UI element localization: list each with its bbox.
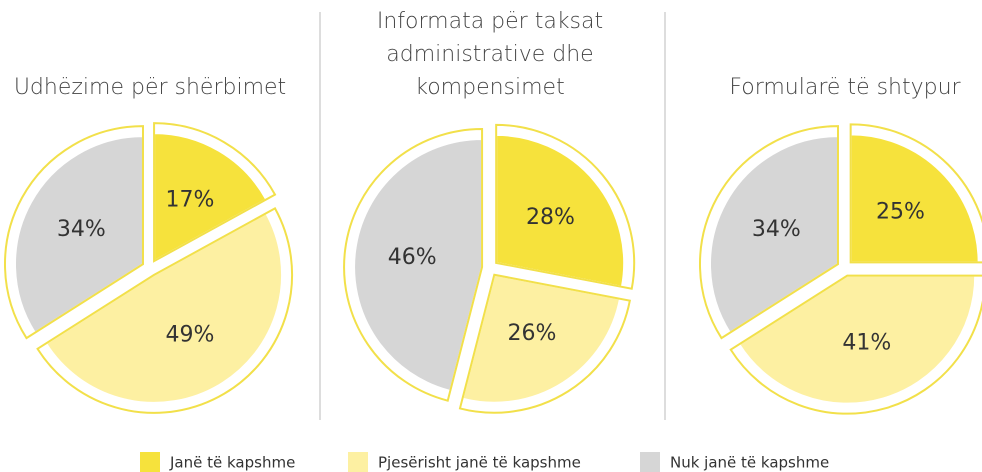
data-label: 34% bbox=[752, 217, 801, 242]
data-label: 41% bbox=[842, 330, 891, 355]
data-label: 25% bbox=[876, 200, 925, 225]
slice-outline bbox=[153, 122, 277, 263]
chart-title: Formularë të shtypur bbox=[729, 75, 961, 100]
chart-title: Udhëzime për shërbimet bbox=[14, 75, 286, 100]
slice-outline bbox=[495, 123, 636, 290]
legend-swatch bbox=[140, 452, 160, 472]
slice-outline bbox=[343, 127, 484, 402]
data-label: 34% bbox=[57, 217, 106, 242]
legend-label: Pjesërisht janë të kapshme bbox=[378, 454, 581, 472]
slice-outline bbox=[458, 273, 632, 414]
legend-swatch bbox=[640, 452, 660, 472]
legend-label: Janë të kapshme bbox=[169, 454, 295, 472]
slice-outline bbox=[36, 207, 294, 414]
pie-slice bbox=[849, 133, 980, 264]
pie-slice bbox=[153, 132, 268, 263]
chart-title: administrative dhe bbox=[386, 42, 593, 67]
slice-outline bbox=[729, 274, 982, 415]
slice-outline bbox=[849, 123, 982, 264]
slice-outline bbox=[699, 125, 839, 340]
slice-outline bbox=[4, 125, 144, 340]
pie-slice bbox=[44, 211, 284, 404]
chart-title: kompensimet bbox=[415, 75, 564, 100]
pie-slice bbox=[353, 137, 484, 393]
pie-slice bbox=[461, 273, 622, 404]
legend-swatch bbox=[348, 452, 368, 472]
data-label: 28% bbox=[526, 205, 575, 230]
data-label: 17% bbox=[165, 188, 214, 213]
data-label: 26% bbox=[508, 321, 557, 346]
data-label: 49% bbox=[165, 322, 214, 347]
pie-slice bbox=[495, 133, 626, 289]
legend-label: Nuk janë të kapshme bbox=[670, 454, 829, 472]
data-label: 46% bbox=[388, 245, 437, 270]
chart-title: Informata për taksat bbox=[377, 9, 603, 34]
